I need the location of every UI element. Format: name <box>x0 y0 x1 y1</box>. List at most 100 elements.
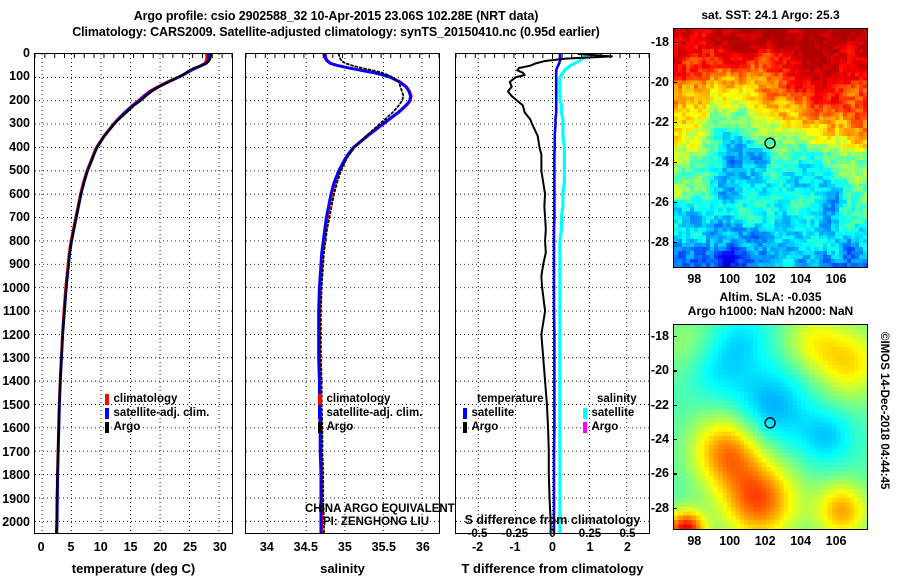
sdiff-tick-label: -0.25 <box>501 528 529 540</box>
depth-tick-label: 300 <box>9 116 30 131</box>
legend-row: climatology <box>318 392 422 406</box>
sst-lat-tick-mark <box>673 242 677 244</box>
legend-row: satellite-adj. clim. <box>318 406 422 420</box>
sla-lat-tick-mark <box>673 473 677 475</box>
salinity-tick-label: 34.5 <box>293 540 318 554</box>
legend-color-swatch <box>583 407 587 419</box>
legend-row: climatology <box>105 392 209 406</box>
salinity-tick-label: 35 <box>337 540 352 554</box>
watermark-line1: CHINA ARGO EQUIVALENT <box>305 503 455 515</box>
depth-tick-label: 1300 <box>2 351 30 366</box>
sla-lat-tick-mark <box>673 404 677 406</box>
depth-tick-label: 200 <box>9 92 30 107</box>
legend-row: satellite-adj. clim. <box>105 406 209 420</box>
legend-row: Argo <box>105 420 209 434</box>
temperature-legend: climatology satellite-adj. clim. Argo <box>105 392 209 434</box>
sla-map-panel <box>673 324 868 530</box>
sst-lat-tick-mark <box>673 162 677 164</box>
sst-lat-tick-label: -28 <box>650 235 669 249</box>
legend-color-swatch <box>318 393 322 405</box>
depth-tick-label: 1700 <box>2 444 30 459</box>
legend-color-swatch <box>463 407 467 419</box>
temperature-tick-label: 5 <box>67 540 75 554</box>
temperature-tick-label: 30 <box>212 540 227 554</box>
sst-lat-tick-mark <box>673 122 677 124</box>
temperature-tick-label: 15 <box>123 540 138 554</box>
legend-row: Argo <box>463 420 543 434</box>
legend-label: climatology <box>113 393 178 405</box>
sst-lon-tick-label: 104 <box>790 272 812 286</box>
figure-title: Argo profile: csio 2902588_32 10-Apr-201… <box>0 8 672 40</box>
tdiff-tick-label: 0 <box>549 540 556 554</box>
salinity-legend: climatology satellite-adj. clim. Argo <box>318 392 422 434</box>
temperature-axis-title: temperature (deg C) <box>71 561 196 576</box>
depth-tick-label: 0 <box>23 46 30 60</box>
sla-lon-tick-label: 102 <box>754 534 776 548</box>
figure-title-line1: Argo profile: csio 2902588_32 10-Apr-201… <box>133 9 539 23</box>
depth-tick-label: 1200 <box>2 327 30 342</box>
sst-map-title: sat. SST: 24.1 Argo: 25.3 <box>668 8 873 22</box>
legend-label: climatology <box>326 393 391 405</box>
tdiff-tick-label: -2 <box>471 540 484 554</box>
salinity-tick-label: 36 <box>415 540 430 554</box>
salinity-axis-title: salinity <box>320 561 365 576</box>
sla-lat-tick-mark <box>673 336 677 338</box>
legend-color-swatch <box>318 421 322 433</box>
depth-tick-label: 900 <box>9 257 30 272</box>
legend-row: Argo <box>318 420 422 434</box>
legend-color-swatch <box>105 393 109 405</box>
salinity-profile-panel <box>245 53 440 534</box>
sla-lat-tick-label: -22 <box>650 397 669 412</box>
legend-label: Argo <box>326 421 354 433</box>
legend-label: satellite <box>591 407 635 419</box>
difference-plot <box>456 54 649 533</box>
sst-lon-tick-label: 100 <box>719 272 741 286</box>
sst-lat-tick-label: -22 <box>650 115 669 129</box>
tdiff-tick-label: 2 <box>624 540 631 554</box>
depth-tick-label: 1500 <box>2 397 30 412</box>
sst-map <box>674 29 867 267</box>
watermark: CHINA ARGO EQUIVALENT PI: ZENGHONG LIU <box>305 503 455 529</box>
difference-profile-panel <box>455 53 650 534</box>
depth-tick-label: 400 <box>9 139 30 154</box>
legend-label: satellite-adj. clim. <box>326 407 423 419</box>
sst-lat-tick-label: -24 <box>650 155 669 169</box>
depth-tick-label: 500 <box>9 163 30 178</box>
depth-tick-label: 1900 <box>2 491 30 506</box>
temperature-profile-panel <box>34 53 233 534</box>
depth-tick-label: 100 <box>9 69 30 84</box>
tdiff-tick-label: 1 <box>586 540 594 554</box>
legend-title: temperature <box>477 393 544 405</box>
legend-row: satellite <box>583 406 637 420</box>
difference-legend-temperature: temperature satellite Argo <box>463 392 543 434</box>
legend-label: satellite <box>471 407 515 419</box>
sla-lat-tick-label: -18 <box>650 329 669 344</box>
depth-tick-label: 1600 <box>2 421 30 436</box>
sla-lat-tick-label: -20 <box>650 363 669 378</box>
sla-map <box>674 325 867 529</box>
sla-map-title-line2: Argo h1000: NaN h2000: NaN <box>687 304 854 318</box>
temperature-tick-label: 10 <box>93 540 108 554</box>
sla-lat-tick-label: -24 <box>650 432 669 447</box>
depth-tick-label: 1000 <box>2 280 30 295</box>
temperature-plot <box>35 54 232 533</box>
sst-lat-tick-label: -26 <box>650 195 669 209</box>
legend-title: salinity <box>597 393 637 405</box>
legend-color-swatch <box>105 421 109 433</box>
sst-lat-tick-mark <box>673 42 677 44</box>
sdiff-tick-label: 0 <box>549 528 556 540</box>
sla-lon-tick-label: 106 <box>825 534 847 548</box>
salinity-tick-label: 35.5 <box>371 540 396 554</box>
depth-tick-label: 800 <box>9 233 30 248</box>
legend-color-swatch <box>583 421 587 433</box>
legend-color-swatch <box>318 407 322 419</box>
sla-lat-tick-label: -28 <box>650 500 669 515</box>
depth-tick-label: 1100 <box>2 304 30 319</box>
depth-tick-label: 2000 <box>2 515 30 530</box>
legend-color-swatch <box>463 421 467 433</box>
sst-lon-tick-label: 98 <box>687 272 702 286</box>
legend-color-swatch <box>105 407 109 419</box>
legend-label: Argo <box>113 421 141 433</box>
difference-axis-title-bottom: T difference from climatology <box>461 561 644 576</box>
sla-lat-tick-mark <box>673 439 677 441</box>
